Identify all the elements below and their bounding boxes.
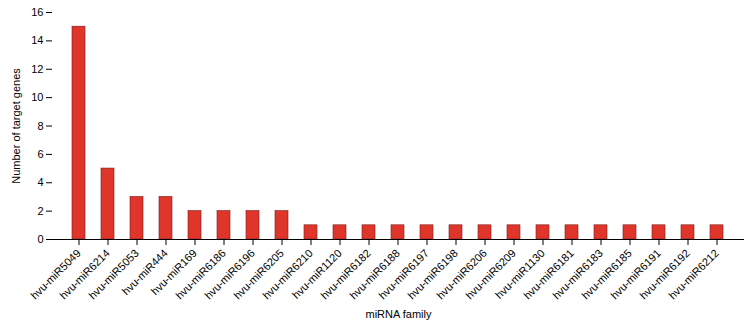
svg-text:hvu-miR6191: hvu-miR6191 bbox=[608, 246, 663, 302]
svg-text:hvu-miR169: hvu-miR169 bbox=[148, 246, 199, 298]
svg-text:hvu-miR6205: hvu-miR6205 bbox=[231, 246, 286, 302]
svg-text:hvu-miR6183: hvu-miR6183 bbox=[550, 246, 605, 302]
svg-text:hvu-miR1120: hvu-miR1120 bbox=[290, 247, 344, 301]
svg-text:hvu-miR6212: hvu-miR6212 bbox=[666, 247, 721, 302]
svg-text:12: 12 bbox=[31, 63, 43, 75]
svg-text:hvu-miR6214: hvu-miR6214 bbox=[57, 246, 112, 302]
svg-text:hvu-miR6182: hvu-miR6182 bbox=[318, 246, 373, 302]
svg-text:10: 10 bbox=[31, 91, 43, 103]
svg-text:6: 6 bbox=[37, 148, 43, 160]
svg-text:hvu-miR6198: hvu-miR6198 bbox=[405, 246, 460, 302]
svg-text:4: 4 bbox=[37, 176, 43, 188]
svg-text:hvu-miR6209: hvu-miR6209 bbox=[463, 246, 518, 302]
svg-text:hvu-miR6206: hvu-miR6206 bbox=[434, 246, 489, 302]
svg-text:2: 2 bbox=[37, 205, 43, 217]
svg-text:hvu-miR1130: hvu-miR1130 bbox=[493, 247, 547, 301]
svg-text:hvu-miR5049: hvu-miR5049 bbox=[28, 246, 83, 302]
svg-text:hvu-miR6196: hvu-miR6196 bbox=[202, 246, 257, 302]
svg-text:16: 16 bbox=[31, 6, 43, 18]
svg-text:hvu-miR6181: hvu-miR6181 bbox=[521, 246, 576, 302]
svg-text:hvu-miR5053: hvu-miR5053 bbox=[86, 246, 141, 302]
svg-text:miRNA family: miRNA family bbox=[365, 308, 432, 320]
svg-text:8: 8 bbox=[37, 120, 43, 132]
svg-text:hvu-miR6210: hvu-miR6210 bbox=[260, 246, 315, 302]
svg-text:14: 14 bbox=[31, 34, 43, 46]
svg-text:0: 0 bbox=[37, 233, 43, 245]
svg-text:hvu-miR6185: hvu-miR6185 bbox=[579, 246, 634, 302]
svg-text:hvu-miR6186: hvu-miR6186 bbox=[173, 246, 228, 302]
svg-text:hvu-miR6192: hvu-miR6192 bbox=[637, 246, 692, 302]
svg-text:hvu-miR444: hvu-miR444 bbox=[119, 246, 170, 298]
svg-text:hvu-miR6188: hvu-miR6188 bbox=[347, 246, 402, 302]
svg-text:Number of target genes: Number of target genes bbox=[10, 68, 22, 184]
svg-text:hvu-miR6197: hvu-miR6197 bbox=[376, 246, 431, 302]
